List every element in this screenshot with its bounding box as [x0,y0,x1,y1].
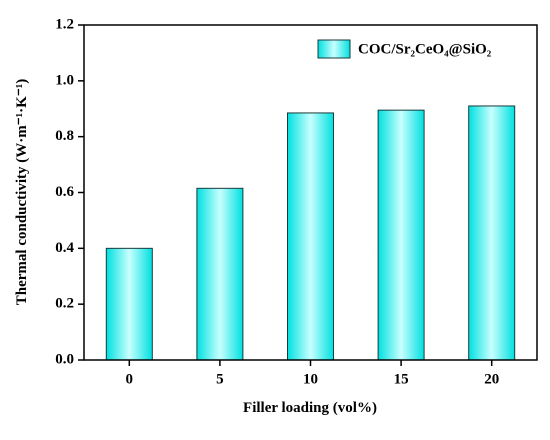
y-tick-label: 0.6 [55,184,74,200]
x-axis-label: Filler loading (vol%) [243,400,377,416]
y-tick-label: 0.8 [55,128,74,144]
y-tick-label: 1.0 [55,72,74,88]
bar [105,247,153,361]
y-tick-label: 0.0 [55,351,74,367]
bar [287,112,334,361]
bar [468,105,516,361]
x-tick-label: 10 [303,371,318,387]
bar [196,187,244,361]
legend-swatch [317,39,351,59]
x-tick-label: 5 [216,371,224,387]
x-tick-label: 0 [126,371,134,387]
y-tick-label: 0.2 [55,296,74,312]
legend-label: COC/Sr₂CeO₄@SiO₂ [358,41,492,57]
bar [377,109,425,361]
plot-frame [83,24,538,361]
y-axis-label: Thermal conductivity (W·m⁻¹·K⁻¹) [14,79,30,305]
y-tick-label: 1.2 [55,16,74,32]
x-tick-label: 15 [394,371,409,387]
y-tick-label: 0.4 [55,240,74,256]
x-tick-label: 20 [484,371,499,387]
